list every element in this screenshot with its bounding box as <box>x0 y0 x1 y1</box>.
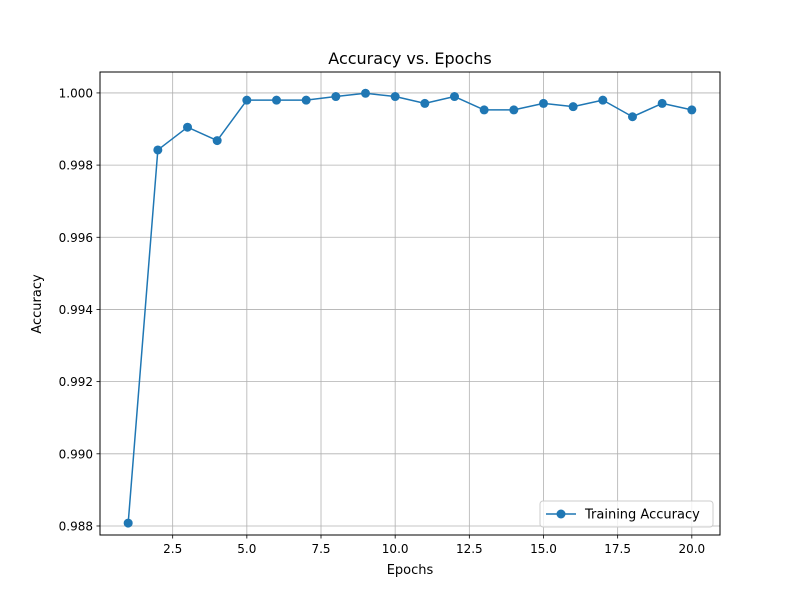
plot-frame <box>99 71 721 536</box>
x-tick-label: 20.0 <box>678 542 705 556</box>
y-axis-label: Accuracy <box>30 274 45 334</box>
x-tick-label: 15.0 <box>530 542 557 556</box>
x-tick-label: 7.5 <box>311 542 330 556</box>
legend-box <box>539 500 714 528</box>
data-point <box>598 95 608 105</box>
data-point <box>301 95 311 105</box>
data-point <box>687 105 697 115</box>
data-point <box>153 145 163 155</box>
data-point <box>331 92 341 102</box>
grid <box>100 72 720 535</box>
y-tick-label: 0.992 <box>59 375 93 389</box>
y-tick-label: 0.988 <box>59 519 93 533</box>
x-tick-label: 10.0 <box>382 542 409 556</box>
data-point <box>242 95 252 105</box>
legend-marker-swatch <box>556 509 566 519</box>
series-line <box>127 92 692 524</box>
data-point <box>123 518 133 528</box>
data-point <box>361 88 371 98</box>
y-tick-label: 0.998 <box>59 159 93 173</box>
data-point <box>568 102 578 112</box>
y-tick-label: 0.996 <box>59 231 93 245</box>
data-point <box>449 92 459 102</box>
y-tick-label: 0.990 <box>59 447 93 461</box>
x-tick-label: 2.5 <box>163 542 182 556</box>
y-tick-label: 0.994 <box>59 303 93 317</box>
x-axis-label: Epochs <box>387 563 434 578</box>
data-point <box>509 105 519 115</box>
data-point <box>390 92 400 102</box>
x-tick-label: 5.0 <box>237 542 256 556</box>
x-tick-label: 12.5 <box>456 542 483 556</box>
data-point <box>479 105 489 115</box>
x-tick-label: 17.5 <box>604 542 631 556</box>
y-tick-label: 1.000 <box>59 86 93 100</box>
data-point <box>627 112 637 122</box>
legend: Training Accuracy <box>539 500 714 528</box>
ticks: 2.5 5.0 7.5 10.0 12.5 15.0 17.5 20.0 0.988 0.990 0… <box>59 86 706 556</box>
data-point <box>538 98 548 108</box>
legend-label-training-accuracy: Training Accuracy <box>584 508 700 523</box>
series-layer <box>123 88 697 528</box>
data-point <box>272 95 282 105</box>
data-point <box>183 122 193 132</box>
chart-title: Accuracy vs. Epochs <box>328 49 491 68</box>
data-point <box>657 98 667 108</box>
data-point <box>212 136 222 146</box>
data-point <box>420 98 430 108</box>
